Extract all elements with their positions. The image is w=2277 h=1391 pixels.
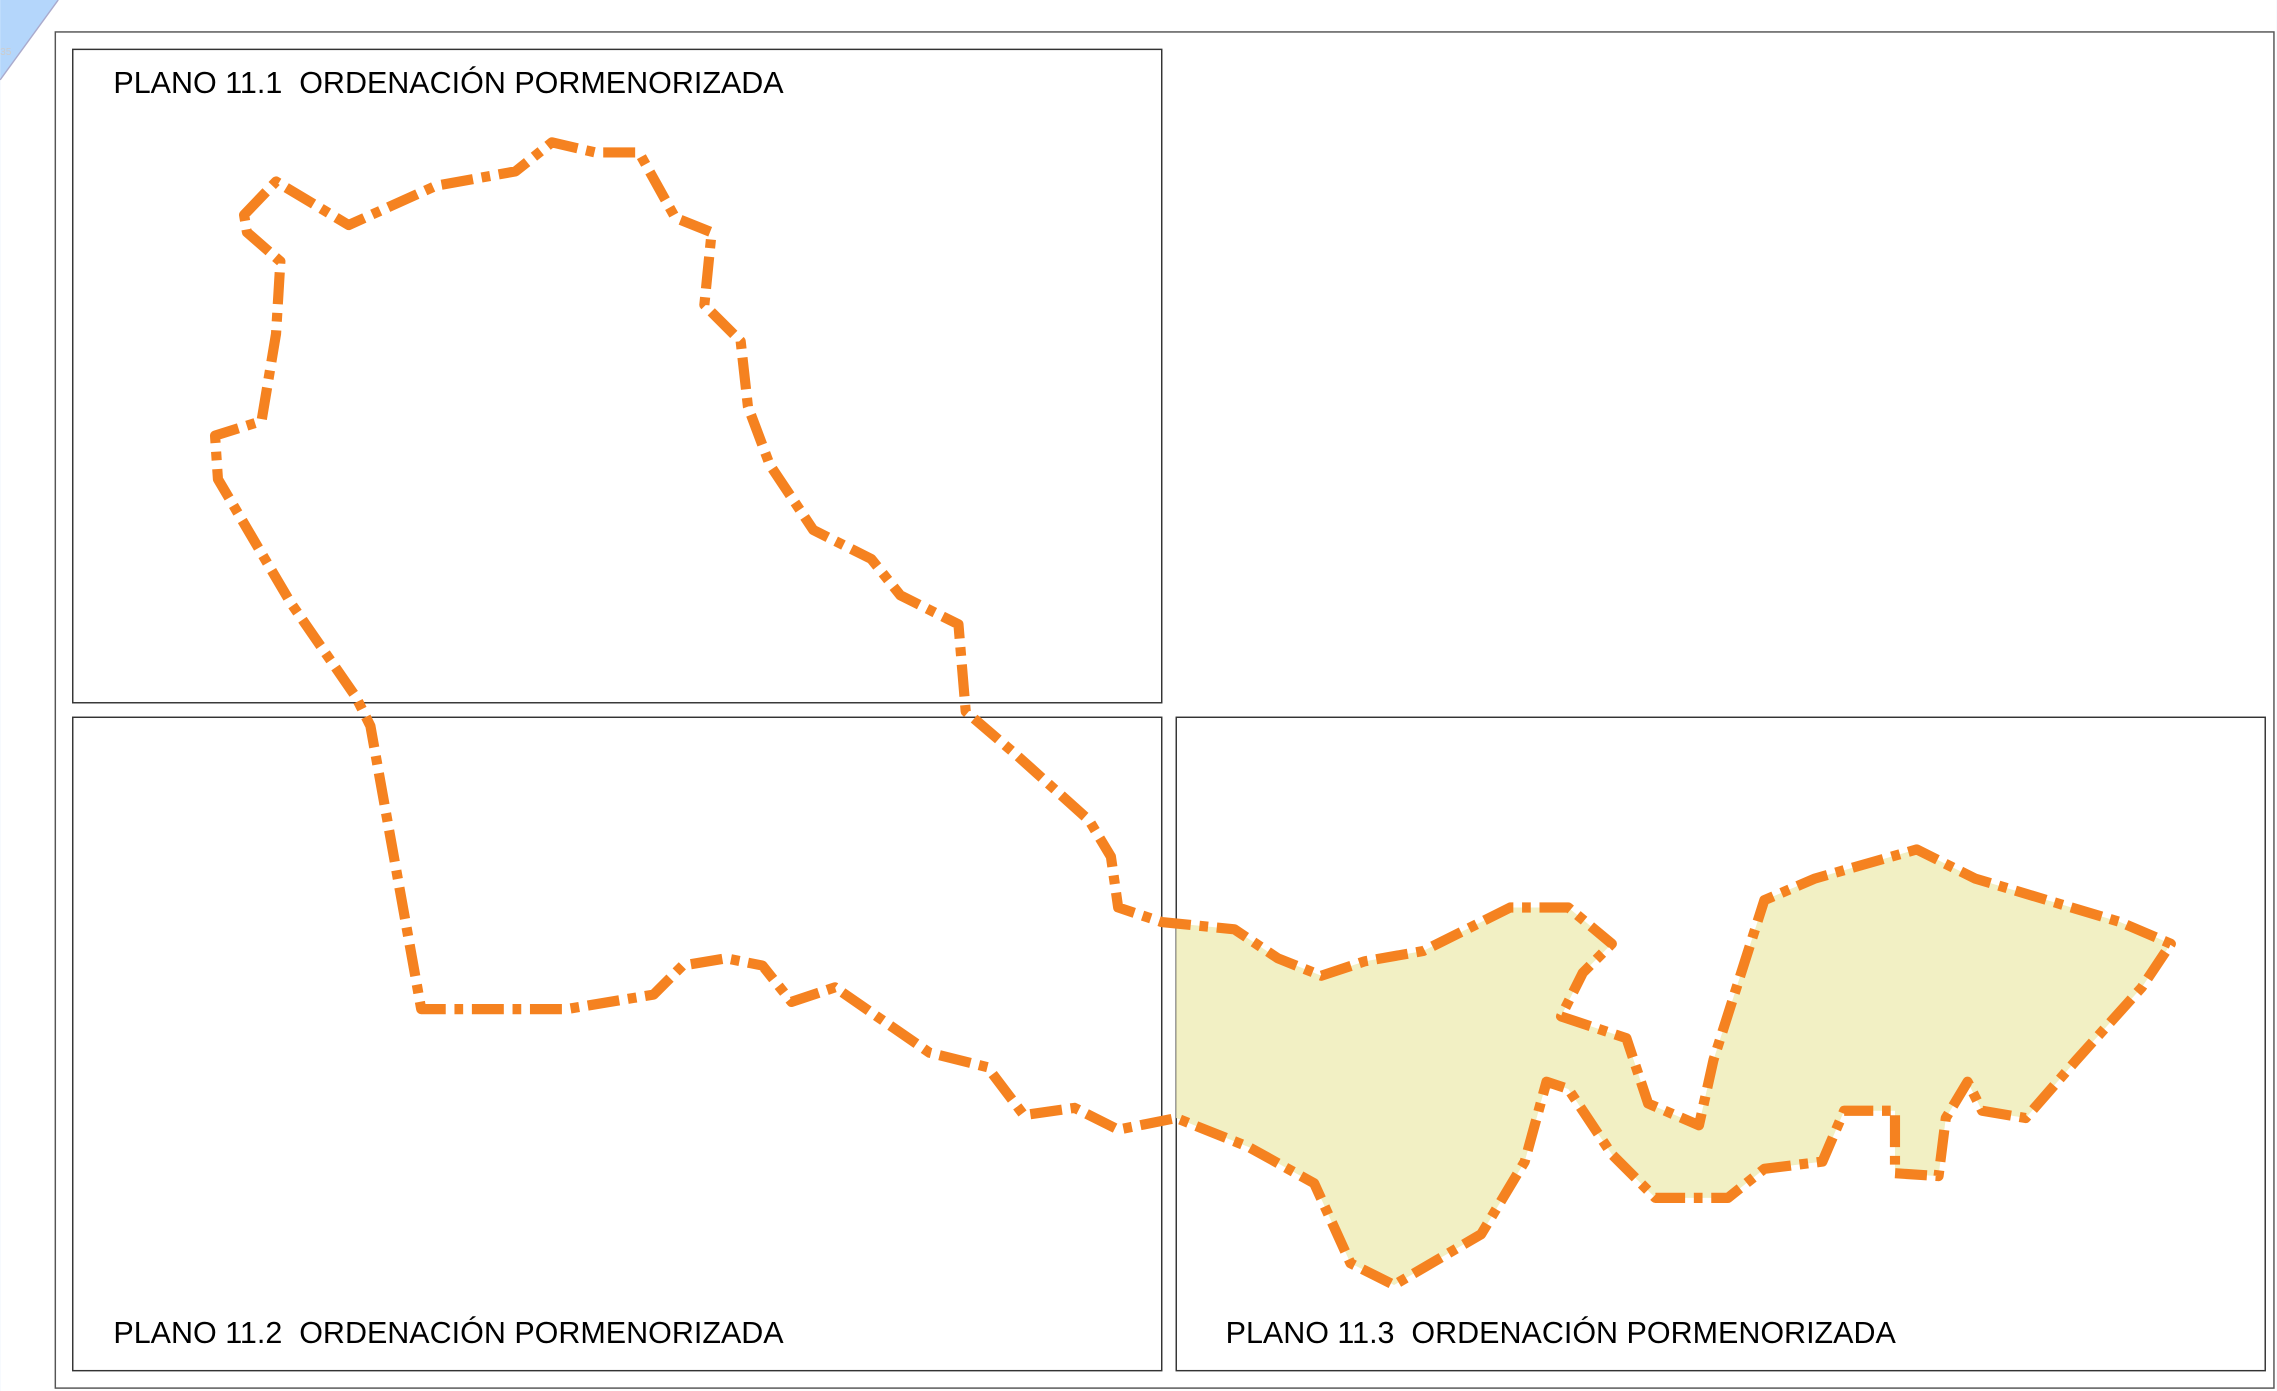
- panel-label: PLANO 11.3 ORDENACIÓN PORMENORIZADA: [1226, 1315, 1897, 1350]
- page-number: 35: [0, 47, 12, 58]
- panel-frame: [72, 48, 1163, 704]
- boundary-outline: [209, 137, 2176, 1291]
- fold: [0, 0, 59, 81]
- zone-area: [1176, 849, 2171, 1286]
- panel-label: PLANO 11.2 ORDENACIÓN PORMENORIZADA: [113, 1315, 784, 1350]
- panel-frame: [72, 716, 1163, 1372]
- panel-label: PLANO 11.1 ORDENACIÓN PORMENORIZADA: [113, 65, 784, 100]
- frame: [54, 31, 2275, 1389]
